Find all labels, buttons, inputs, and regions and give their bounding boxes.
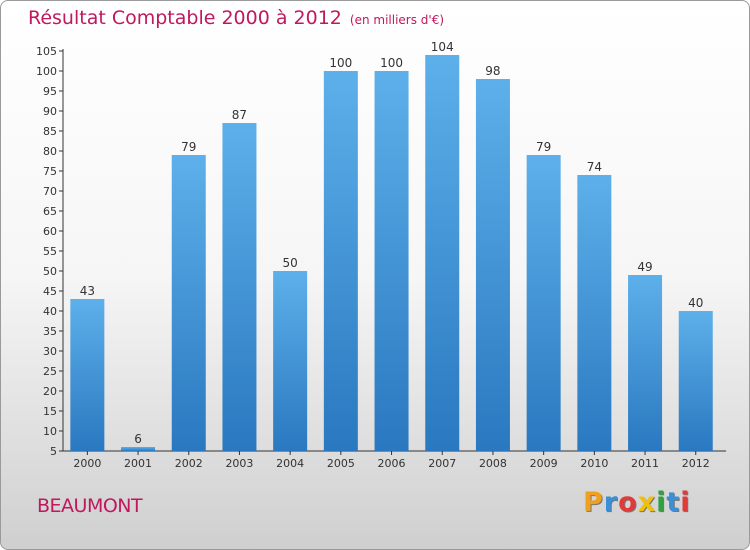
- data-label: 49: [637, 260, 652, 274]
- y-tick-label: 35: [43, 325, 57, 338]
- y-tick-label: 20: [43, 385, 57, 398]
- logo-letter: P: [583, 487, 604, 518]
- x-tick-label: 2004: [276, 457, 304, 470]
- bars: [70, 55, 713, 451]
- y-tick-label: 50: [43, 265, 57, 278]
- y-tick-label: 95: [43, 85, 57, 98]
- bar-2003: [222, 123, 257, 451]
- logo-letter: i: [680, 487, 691, 518]
- chart-subtitle: (en milliers d'€): [349, 13, 445, 27]
- x-tick-label: 2001: [124, 457, 152, 470]
- commune-name: BEAUMONT: [37, 495, 143, 517]
- bar-2006: [374, 71, 409, 451]
- logo-letter: i: [656, 487, 667, 518]
- x-tick-label: 2003: [225, 457, 253, 470]
- y-tick-label: 10: [43, 425, 57, 438]
- bar-2010: [577, 175, 612, 451]
- y-tick-label: 15: [43, 405, 57, 418]
- y-tick-label: 30: [43, 345, 57, 358]
- data-label: 100: [329, 56, 352, 70]
- y-tick-label: 65: [43, 205, 57, 218]
- x-tick-label: 2008: [479, 457, 507, 470]
- y-tick-label: 5: [50, 445, 57, 458]
- bar-2012: [678, 311, 713, 451]
- x-tick-label: 2007: [428, 457, 456, 470]
- bar-2005: [323, 71, 358, 451]
- bar-2007: [425, 55, 460, 451]
- chart-title-block: Résultat Comptable 2000 à 2012 (en millie…: [28, 7, 444, 29]
- data-label: 50: [283, 256, 298, 270]
- y-tick-label: 80: [43, 145, 57, 158]
- y-tick-label: 60: [43, 225, 57, 238]
- x-tick-label: 2009: [530, 457, 558, 470]
- y-tick-label: 90: [43, 105, 57, 118]
- y-axis: 5 10 15 20 25 30 35 40 45 50 55 60 65 70 75 80 85 90 95 100…: [36, 45, 64, 458]
- y-tick-label: 25: [43, 365, 57, 378]
- y-tick-label: 75: [43, 165, 57, 178]
- logo-letter: x: [637, 487, 657, 518]
- y-tick-label: 100: [36, 65, 57, 78]
- bar-2008: [475, 79, 510, 451]
- bar-2002: [171, 155, 206, 451]
- chart-title: Résultat Comptable 2000 à 2012: [28, 7, 342, 29]
- data-label: 104: [431, 40, 454, 54]
- x-tick-label: 2002: [175, 457, 203, 470]
- data-label: 98: [485, 64, 500, 78]
- y-tick-label: 55: [43, 245, 57, 258]
- proxiti-logo: Proxiti: [583, 487, 691, 518]
- x-tick-label: 2012: [682, 457, 710, 470]
- data-label: 74: [587, 160, 602, 174]
- data-label: 79: [536, 140, 551, 154]
- data-label: 6: [134, 432, 142, 446]
- x-axis: 2000 2001 2002 2003 2004 2005 2006 2007 2008 2009…: [63, 450, 727, 470]
- x-tick-label: 2000: [73, 457, 101, 470]
- y-tick-label: 85: [43, 125, 57, 138]
- y-tick-label: 105: [36, 45, 57, 58]
- data-label: 87: [232, 108, 247, 122]
- y-tick-label: 70: [43, 185, 57, 198]
- y-tick-label: 45: [43, 285, 57, 298]
- x-tick-label: 2011: [631, 457, 659, 470]
- logo-letter: o: [618, 487, 638, 518]
- y-tick-label: 40: [43, 305, 57, 318]
- data-label: 79: [181, 140, 196, 154]
- x-tick-label: 2006: [378, 457, 406, 470]
- bar-2004: [273, 271, 308, 451]
- x-tick-label: 2005: [327, 457, 355, 470]
- bar-2001: [121, 447, 156, 451]
- data-label: 100: [380, 56, 403, 70]
- x-tick-label: 2010: [580, 457, 608, 470]
- data-labels: 43 6 79 87 50 100 100 104 98 79 74 49 40: [80, 40, 704, 446]
- logo-letter: t: [666, 487, 681, 518]
- bar-2011: [628, 275, 663, 451]
- bar-2009: [526, 155, 561, 451]
- logo-letter: r: [603, 487, 619, 518]
- bar-2000: [70, 299, 105, 451]
- data-label: 43: [80, 284, 95, 298]
- data-label: 40: [688, 296, 703, 310]
